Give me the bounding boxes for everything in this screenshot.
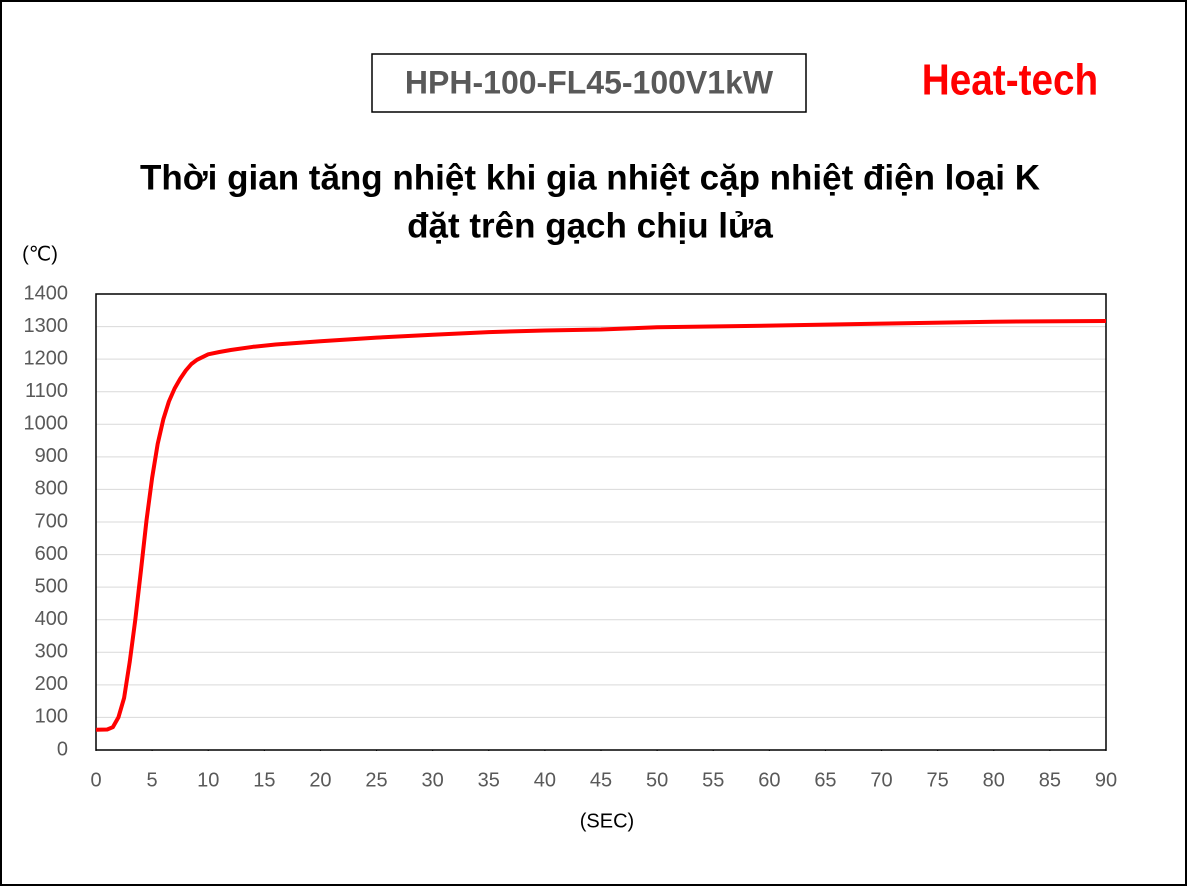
plot-border bbox=[95, 293, 1107, 751]
x-tick-label: 70 bbox=[870, 769, 892, 791]
x-tick-label: 85 bbox=[1039, 769, 1061, 791]
x-tick-label: 5 bbox=[147, 769, 158, 791]
x-tick-label: 50 bbox=[646, 769, 668, 791]
y-tick-label: 1000 bbox=[24, 413, 69, 435]
y-tick-label: 1400 bbox=[24, 282, 69, 304]
y-tick-label: 1100 bbox=[25, 380, 68, 402]
y-tick-label: 1200 bbox=[24, 347, 69, 369]
y-tick-label: 600 bbox=[35, 543, 68, 565]
y-tick-label: 0 bbox=[57, 738, 68, 760]
x-tick-label: 40 bbox=[534, 769, 556, 791]
x-tick-label: 65 bbox=[814, 769, 836, 791]
x-axis-label: (SEC) bbox=[580, 810, 634, 832]
x-tick-label: 60 bbox=[758, 769, 780, 791]
x-tick-label: 80 bbox=[983, 769, 1005, 791]
x-tick-label: 15 bbox=[253, 769, 275, 791]
chart-title: đặt trên gạch chịu lửa bbox=[407, 206, 773, 245]
x-tick-label: 30 bbox=[422, 769, 444, 791]
y-tick-label: 500 bbox=[35, 575, 68, 597]
brand: Heat-tech bbox=[922, 54, 1098, 104]
x-tick-label: 20 bbox=[309, 769, 331, 791]
x-tick-label: 10 bbox=[197, 769, 219, 791]
y-axis-label: (℃) bbox=[22, 243, 58, 265]
x-tick-label: 90 bbox=[1095, 769, 1117, 791]
x-tick-label: 75 bbox=[927, 769, 949, 791]
y-tick-label: 1300 bbox=[24, 315, 69, 337]
chart-title: Thời gian tăng nhiệt khi gia nhiệt cặp n… bbox=[140, 158, 1040, 197]
y-tick-label: 900 bbox=[35, 445, 68, 467]
y-tick-label: 100 bbox=[35, 706, 68, 728]
x-tick-label: 55 bbox=[702, 769, 724, 791]
model-box bbox=[371, 53, 807, 113]
x-tick-label: 35 bbox=[478, 769, 500, 791]
temperature-line bbox=[95, 319, 1107, 732]
x-tick-label: 0 bbox=[90, 769, 101, 791]
y-tick-label: 700 bbox=[35, 510, 68, 532]
y-tick-label: 800 bbox=[35, 478, 68, 500]
model: HPH-100-FL45-100V1kW bbox=[405, 64, 774, 100]
x-tick-label: 45 bbox=[590, 769, 612, 791]
y-tick-label: 400 bbox=[35, 608, 68, 630]
x-tick-label: 25 bbox=[365, 769, 387, 791]
y-tick-label: 200 bbox=[35, 673, 68, 695]
y-tick-label: 300 bbox=[35, 641, 68, 663]
